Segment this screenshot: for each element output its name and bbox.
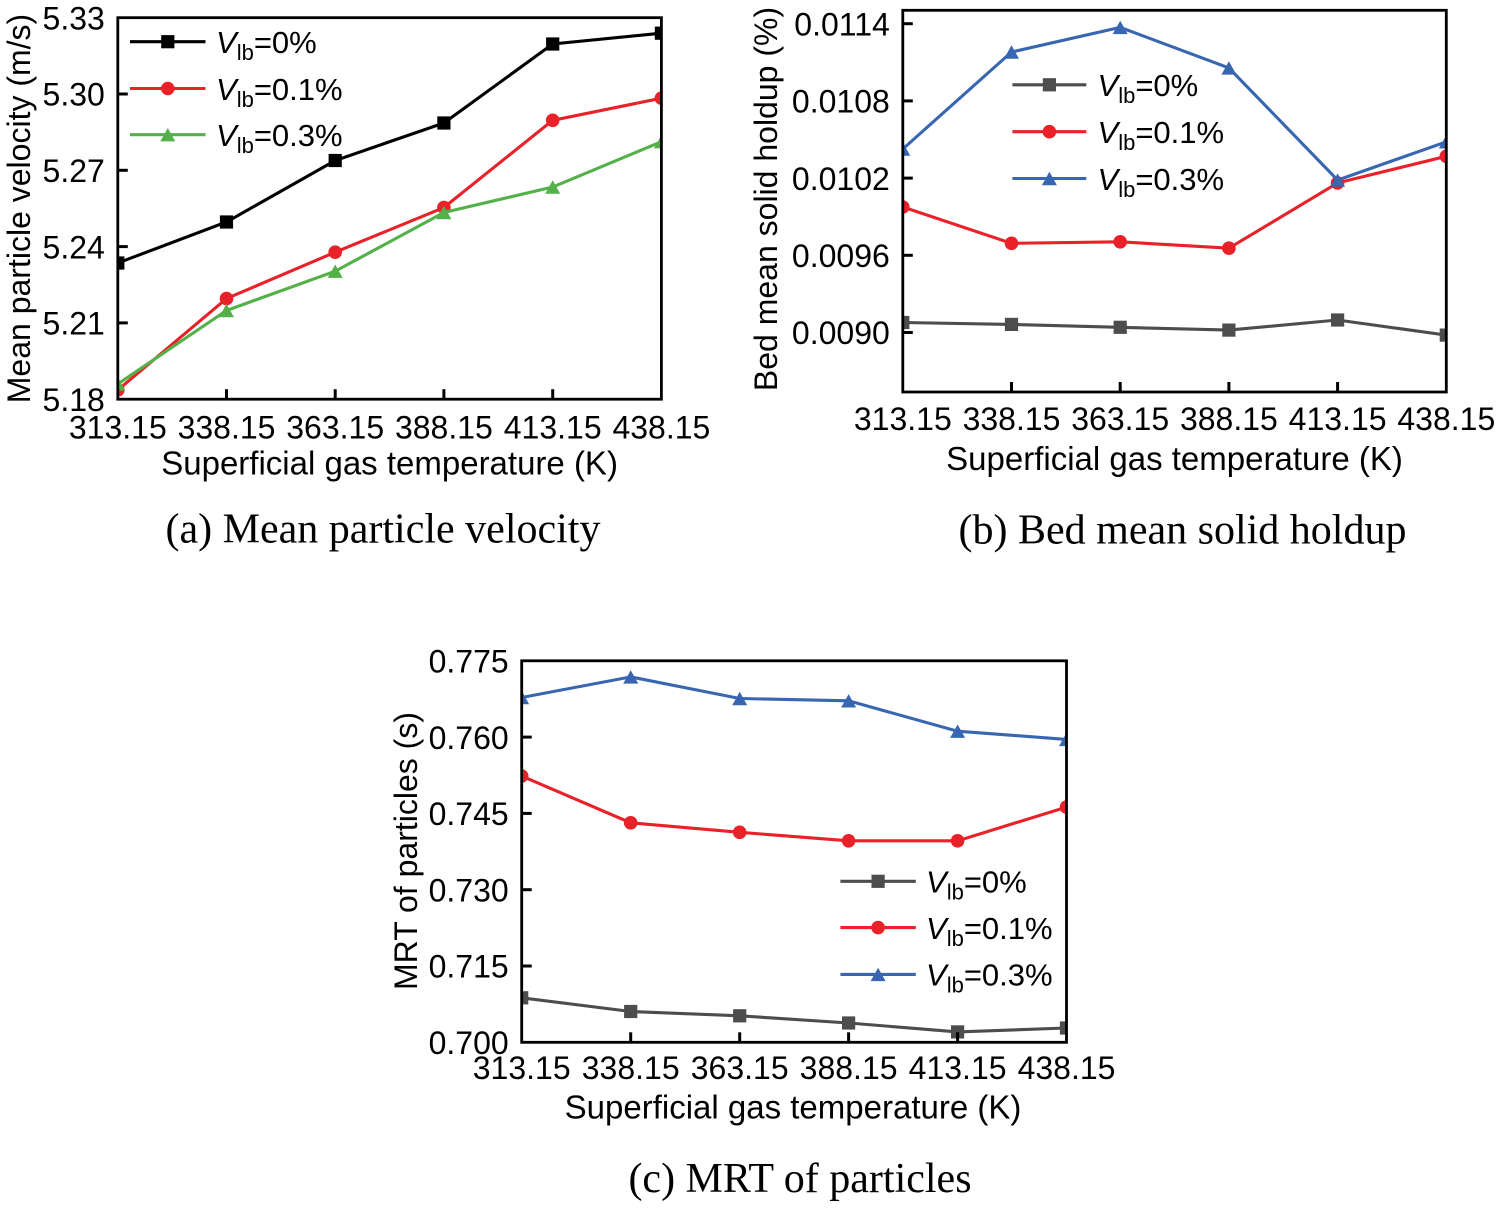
svg-text:(a) Mean particle velocity: (a) Mean particle velocity bbox=[166, 507, 601, 553]
svg-text:0.700: 0.700 bbox=[429, 1025, 509, 1061]
svg-text:0.715: 0.715 bbox=[429, 949, 509, 985]
svg-text:5.24: 5.24 bbox=[43, 229, 105, 265]
svg-text:338.15: 338.15 bbox=[582, 1050, 680, 1086]
svg-text:313.15: 313.15 bbox=[473, 1050, 571, 1086]
svg-text:363.15: 363.15 bbox=[286, 410, 384, 446]
svg-text:Vlb=0%: Vlb=0% bbox=[1098, 68, 1199, 108]
svg-text:Mean particle velocity (m/s): Mean particle velocity (m/s) bbox=[1, 14, 37, 403]
svg-text:5.27: 5.27 bbox=[43, 153, 105, 189]
svg-text:0.730: 0.730 bbox=[429, 872, 509, 908]
svg-text:Vlb=0.1%: Vlb=0.1% bbox=[926, 911, 1053, 951]
svg-text:438.15: 438.15 bbox=[1018, 1050, 1116, 1086]
svg-text:313.15: 313.15 bbox=[854, 401, 952, 437]
svg-text:413.15: 413.15 bbox=[909, 1050, 1007, 1086]
svg-text:0.760: 0.760 bbox=[429, 720, 509, 756]
svg-text:(b) Bed mean solid holdup: (b) Bed mean solid holdup bbox=[959, 508, 1407, 554]
svg-text:Vlb=0.1%: Vlb=0.1% bbox=[216, 72, 343, 112]
svg-text:363.15: 363.15 bbox=[691, 1050, 789, 1086]
svg-text:363.15: 363.15 bbox=[1071, 401, 1169, 437]
svg-text:Vlb=0.3%: Vlb=0.3% bbox=[926, 958, 1053, 998]
svg-text:413.15: 413.15 bbox=[1289, 401, 1387, 437]
svg-text:5.30: 5.30 bbox=[43, 77, 105, 113]
svg-text:Vlb=0%: Vlb=0% bbox=[926, 865, 1027, 905]
svg-text:0.0090: 0.0090 bbox=[792, 315, 890, 351]
svg-text:(c) MRT of particles: (c) MRT of particles bbox=[628, 1156, 971, 1202]
svg-text:Vlb=0.1%: Vlb=0.1% bbox=[1098, 115, 1225, 155]
svg-text:Bed mean solid holdup (%): Bed mean solid holdup (%) bbox=[748, 7, 784, 391]
svg-text:313.15: 313.15 bbox=[69, 410, 167, 446]
svg-text:438.15: 438.15 bbox=[1397, 401, 1495, 437]
svg-text:0.775: 0.775 bbox=[429, 644, 509, 680]
svg-text:Vlb=0.3%: Vlb=0.3% bbox=[1098, 162, 1225, 202]
svg-text:5.21: 5.21 bbox=[43, 306, 105, 342]
svg-text:338.15: 338.15 bbox=[963, 401, 1061, 437]
svg-text:0.0114: 0.0114 bbox=[794, 6, 890, 42]
svg-text:Superficial gas temperature (K: Superficial gas temperature (K) bbox=[565, 1089, 1022, 1126]
svg-text:MRT of particles (s): MRT of particles (s) bbox=[388, 712, 424, 990]
svg-text:Superficial gas temperature (K: Superficial gas temperature (K) bbox=[161, 445, 618, 482]
svg-text:0.745: 0.745 bbox=[429, 796, 509, 832]
svg-text:388.15: 388.15 bbox=[800, 1050, 898, 1086]
svg-text:0.0096: 0.0096 bbox=[792, 238, 890, 274]
svg-text:Vlb=0.3%: Vlb=0.3% bbox=[216, 118, 343, 158]
svg-text:5.18: 5.18 bbox=[43, 382, 105, 418]
svg-text:388.15: 388.15 bbox=[1180, 401, 1278, 437]
svg-text:0.0108: 0.0108 bbox=[792, 84, 890, 120]
svg-text:0.0102: 0.0102 bbox=[792, 161, 890, 197]
svg-text:413.15: 413.15 bbox=[504, 410, 602, 446]
svg-text:338.15: 338.15 bbox=[178, 410, 276, 446]
svg-text:Superficial gas temperature (K: Superficial gas temperature (K) bbox=[946, 440, 1403, 477]
svg-text:Vlb=0%: Vlb=0% bbox=[216, 25, 317, 65]
svg-text:5.33: 5.33 bbox=[43, 0, 105, 36]
svg-text:388.15: 388.15 bbox=[395, 410, 493, 446]
svg-text:438.15: 438.15 bbox=[612, 410, 710, 446]
